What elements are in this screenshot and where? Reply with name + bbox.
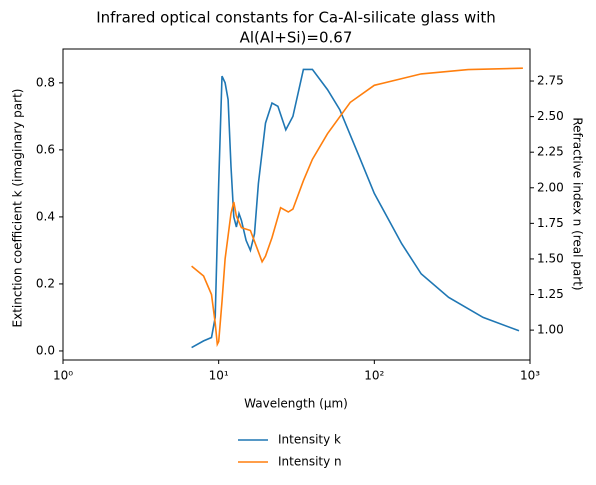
- x-tick-label: 10¹: [209, 369, 229, 383]
- x-tick-label: 10³: [520, 369, 540, 383]
- x-axis-label: Wavelength (μm): [244, 397, 348, 411]
- y2-tick-label: 2.25: [537, 145, 564, 159]
- y2-tick-label: 2.50: [537, 109, 564, 123]
- chart-title: Infrared optical constants for Ca-Al-sil…: [96, 9, 496, 27]
- legend-label: Intensity n: [278, 455, 342, 469]
- y-tick-label: 0.2: [36, 276, 55, 290]
- y2-tick-label: 1.50: [537, 251, 564, 265]
- y2-tick-label: 2.75: [537, 74, 564, 88]
- y-tick-label: 0.4: [36, 209, 55, 223]
- y2-axis-label: Refractive index n (real part): [571, 117, 585, 290]
- y-axis-label: Extinction coefficient k (imaginary part…: [11, 89, 25, 328]
- y-tick-label: 0.8: [36, 75, 55, 89]
- y-tick-label: 0.0: [36, 343, 55, 357]
- x-tick-label: 10⁰: [53, 369, 73, 383]
- y2-tick-label: 1.25: [537, 287, 564, 301]
- chart-title: Al(Al+Si)=0.67: [240, 29, 353, 47]
- plot-frame: [62, 48, 531, 361]
- y2-tick-label: 2.00: [537, 180, 564, 194]
- legend-label: Intensity k: [278, 433, 341, 447]
- x-tick-label: 10²: [364, 369, 384, 383]
- y2-tick-label: 1.75: [537, 216, 564, 230]
- series-line: [191, 68, 520, 349]
- y2-tick-label: 1.00: [537, 323, 564, 337]
- y-tick-label: 0.6: [36, 142, 55, 156]
- series-line: [191, 67, 523, 348]
